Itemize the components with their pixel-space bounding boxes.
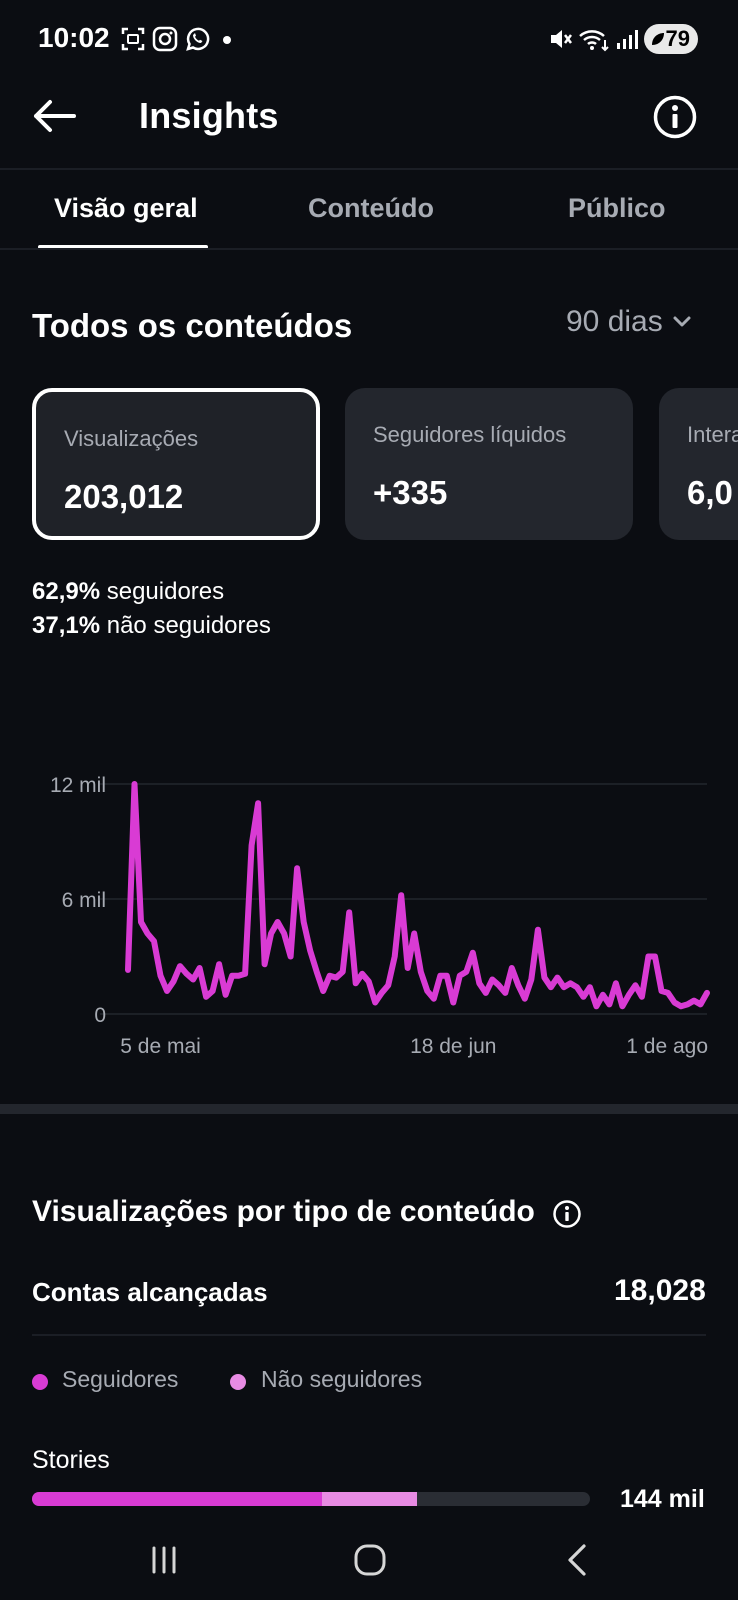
whatsapp-icon <box>186 27 210 51</box>
stories-bar-followers <box>32 1492 323 1506</box>
back-nav-icon[interactable] <box>556 1540 600 1580</box>
tabs-divider <box>0 248 738 250</box>
recent-apps-icon[interactable] <box>142 1540 186 1580</box>
legend-followers-label: Seguidores <box>62 1366 179 1392</box>
system-nav-bar <box>0 1520 738 1600</box>
followers-stat: 62,9% seguidores <box>32 578 224 606</box>
content-type-title: Visualizações por tipo de conteúdo <box>32 1195 535 1228</box>
section-title: Todos os conteúdos <box>32 307 353 344</box>
accounts-reached-label: Contas alcançadas <box>32 1277 268 1307</box>
metric-label: Visualizações <box>64 426 199 451</box>
stories-label: Stories <box>32 1446 110 1474</box>
stories-value: 144 mil <box>620 1485 705 1513</box>
x-tick-label: 18 de jun <box>410 1035 496 1058</box>
chevron-down-icon <box>673 316 691 327</box>
legend-followers-dot <box>32 1374 48 1390</box>
info-icon[interactable] <box>552 1199 582 1229</box>
home-icon[interactable] <box>348 1540 392 1580</box>
notification-dot <box>223 36 231 44</box>
stories-bar <box>32 1492 590 1506</box>
accounts-reached-value: 18,028 <box>614 1274 706 1307</box>
back-arrow-icon[interactable] <box>30 92 78 140</box>
date-range-label: 90 dias <box>566 305 663 338</box>
followers-text: seguidores <box>106 578 225 605</box>
active-tab-indicator <box>38 245 208 249</box>
views-series-line <box>125 781 710 1010</box>
signal-icon <box>617 30 638 49</box>
battery-icon: 79 <box>644 24 698 54</box>
metric-card-net-followers[interactable]: Seguidores líquidos +335 <box>345 388 633 540</box>
y-tick-label: 0 <box>94 1004 106 1027</box>
metric-value: +335 <box>373 474 448 511</box>
screenshot-icon <box>121 27 145 51</box>
metric-card-interactions[interactable]: Interações 6,0 <box>659 388 738 540</box>
metric-value: 203,012 <box>64 478 184 515</box>
mute-icon <box>551 30 572 48</box>
stories-bar-non-followers <box>322 1492 418 1506</box>
tab-overview[interactable]: Visão geral <box>54 193 198 223</box>
metric-value: 6,0 <box>687 474 733 511</box>
page-title: Insights <box>139 95 279 136</box>
metric-cards: Visualizações 203,012 Seguidores líquido… <box>0 380 738 550</box>
legend-non-followers-label: Não seguidores <box>261 1366 423 1392</box>
non-followers-pct: 37,1% <box>32 612 101 639</box>
battery-saver-icon <box>652 33 664 45</box>
row-divider <box>32 1334 706 1336</box>
views-line-chart: 0 6 mil 12 mil 5 de mai 18 de jun 1 de ago <box>50 774 710 1058</box>
app-bar-divider <box>0 168 738 170</box>
y-tick-label: 6 mil <box>62 889 106 912</box>
status-time: 10:02 <box>38 22 110 53</box>
battery-level: 79 <box>665 26 690 51</box>
metric-label: Seguidores líquidos <box>373 422 567 447</box>
legend-non-followers-dot <box>230 1374 246 1390</box>
tab-audience[interactable]: Público <box>568 193 666 223</box>
instagram-icon <box>152 26 178 52</box>
followers-pct: 62,9% <box>32 578 101 605</box>
wifi-icon <box>579 30 609 52</box>
section-divider <box>0 1104 738 1114</box>
date-range-selector[interactable]: 90 dias <box>566 305 693 339</box>
status-bar: 10:02 79 <box>0 0 738 80</box>
x-tick-label: 1 de ago <box>626 1035 708 1058</box>
y-tick-label: 12 mil <box>50 774 106 797</box>
tab-content[interactable]: Conteúdo <box>308 193 434 223</box>
metric-label: Interações <box>687 422 738 447</box>
metric-card-views[interactable]: Visualizações 203,012 <box>32 388 320 540</box>
x-tick-label: 5 de mai <box>120 1035 201 1058</box>
non-followers-text: não seguidores <box>106 612 271 639</box>
non-followers-stat: 37,1% não seguidores <box>32 612 271 640</box>
info-icon[interactable] <box>652 94 698 140</box>
